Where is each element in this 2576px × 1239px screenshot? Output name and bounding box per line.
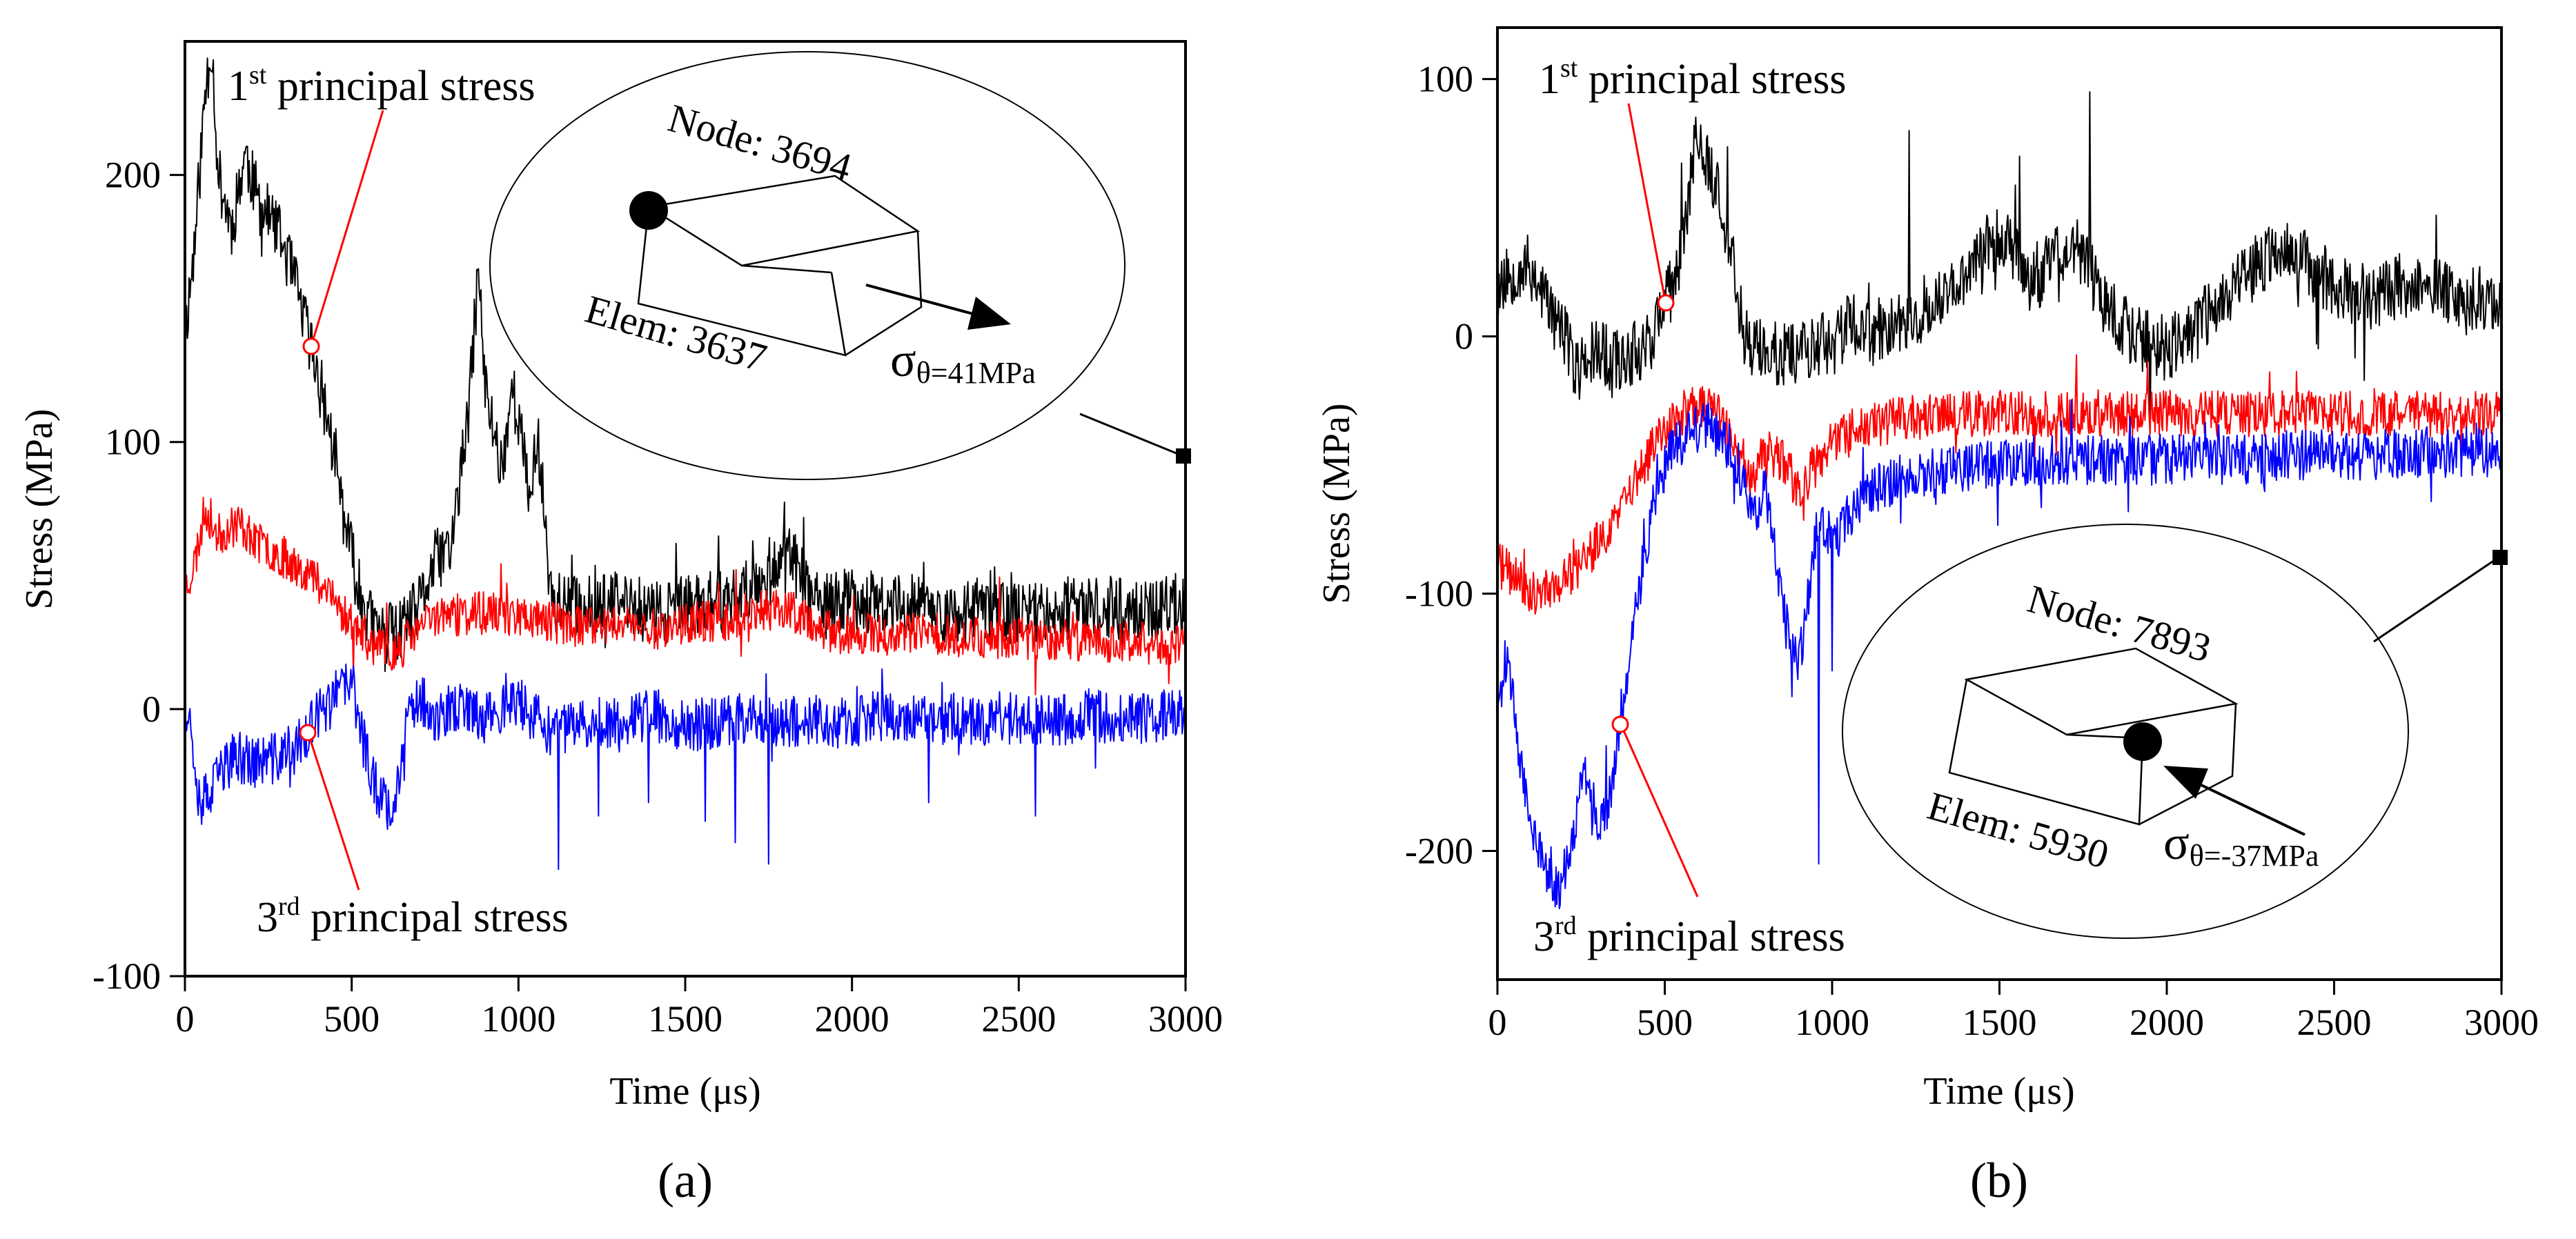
panel-b-series-2-line	[1497, 354, 2502, 615]
panel-a-ytick-label: 100	[105, 422, 161, 463]
panel-a-series	[184, 57, 1186, 871]
panel-b-ytick-label: -100	[1405, 573, 1473, 615]
panel-b-third-leader	[1622, 728, 1699, 898]
panel-b-xtick-label: 2500	[2297, 1002, 2372, 1043]
panel-a-xlabel: Time (μs)	[609, 1070, 760, 1113]
panel-a-xtick-label: 500	[324, 998, 380, 1040]
panel-a-first-marker	[302, 337, 320, 355]
panel-b-first-marker	[1657, 294, 1675, 312]
panel-a-inset: Node: 3694 Elem: 3637 σθ=41MPa	[489, 51, 1125, 480]
panel-a-ytick-label: 200	[105, 155, 161, 196]
panel-b-xtick-label: 0	[1488, 1002, 1507, 1043]
panel-a-inset-box-front	[637, 206, 847, 357]
panel-b: 0 500 1000 1500 2000 2500 3000 -200 -100 0 100 Str…	[1315, 26, 2539, 1208]
panel-b-first-label: 1st principal stress	[1539, 54, 1847, 103]
panel-b-end-leader	[2373, 559, 2495, 643]
panel-a-axis-ticks: 0 500 1000 1500 2000 2500 3000 -100 0 100 200	[92, 155, 1223, 1040]
panel-a-ytick-label: -100	[92, 955, 161, 997]
panel-b-label: (b)	[1970, 1153, 2028, 1208]
panel-b-ytick-label: 100	[1417, 59, 1473, 100]
panel-b-series-3-line	[1497, 399, 2502, 909]
panel-a-first-label: 1st principal stress	[228, 61, 535, 110]
panel-a-series-3-line	[184, 663, 1186, 871]
panel-a-end-leader	[1079, 413, 1182, 457]
panel-a-ylabel: Stress (MPa)	[18, 409, 61, 610]
panel-a: 0 500 1000 1500 2000 2500 3000 -100 0 100 200 Stre…	[18, 40, 1223, 1208]
panel-b-ytick-label: 0	[1455, 316, 1473, 357]
panel-a-inset-sigma-text: σθ=41MPa	[890, 334, 1036, 390]
panel-a-series-2-line	[184, 497, 1186, 695]
panel-b-third-marker	[1611, 715, 1629, 733]
panel-a-xtick-label: 3000	[1148, 998, 1223, 1040]
panel-a-inset-box-edge	[741, 264, 832, 274]
panel-b-inset-box-side	[2139, 703, 2237, 826]
panel-a-inset-arrow-shaft	[865, 284, 974, 315]
panel-b-end-marker	[2493, 550, 2508, 565]
panel-a-third-label: 3rd principal stress	[257, 892, 569, 941]
panel-a-inset-ellipse	[489, 51, 1125, 480]
panel-b-ytick-label: -200	[1405, 831, 1473, 872]
panel-b-xtick-label: 500	[1637, 1002, 1693, 1043]
panel-a-third-marker	[299, 724, 317, 742]
panel-b-series-1-line	[1497, 91, 2502, 434]
panel-a-xtick-label: 2500	[981, 998, 1056, 1040]
panel-b-xtick-label: 1000	[1795, 1002, 1869, 1043]
panel-b-xtick-label: 1500	[1963, 1002, 2037, 1043]
panel-a-ytick-label: 0	[142, 688, 161, 730]
panel-b-inset-ellipse	[1842, 524, 2409, 939]
panel-b-inset-sigma-text: σθ=-37MPa	[2163, 817, 2319, 873]
panel-a-xtick-label: 0	[176, 998, 195, 1040]
panel-b-inset-arrow-head	[2163, 766, 2208, 799]
panel-b-xlabel: Time (μs)	[1923, 1070, 2074, 1113]
panel-a-inset-box-side	[845, 230, 923, 357]
panel-a-first-leader	[311, 110, 384, 344]
panel-a-label: (a)	[658, 1153, 713, 1208]
panel-a-inset-arrow-head	[967, 297, 1011, 330]
panel-b-xtick-label: 3000	[2464, 1002, 2539, 1043]
panel-b-axis-ticks: 0 500 1000 1500 2000 2500 3000 -200 -100 0 100	[1405, 59, 2539, 1043]
panel-b-ylabel: Stress (MPa)	[1315, 404, 1358, 604]
panel-a-xtick-label: 1500	[648, 998, 722, 1040]
panel-b-inset-box-front	[1948, 679, 2144, 826]
panel-b-series	[1497, 91, 2502, 909]
panel-a-xtick-label: 2000	[815, 998, 889, 1040]
panel-b-xtick-label: 2000	[2130, 1002, 2204, 1043]
panel-b-inset: Node: 7893 Elem: 5930 σθ=-37MPa	[1842, 524, 2409, 939]
panel-a-end-marker	[1176, 448, 1191, 464]
panel-b-inset-node-dot	[2123, 722, 2162, 761]
panel-a-inset-node-dot	[629, 191, 668, 230]
panel-b-first-leader	[1627, 103, 1666, 297]
panel-b-third-label: 3rd principal stress	[1533, 911, 1845, 960]
panel-a-xtick-label: 1000	[481, 998, 555, 1040]
panel-b-inset-arrow-shaft	[2201, 784, 2305, 836]
panel-a-third-leader	[308, 735, 360, 891]
